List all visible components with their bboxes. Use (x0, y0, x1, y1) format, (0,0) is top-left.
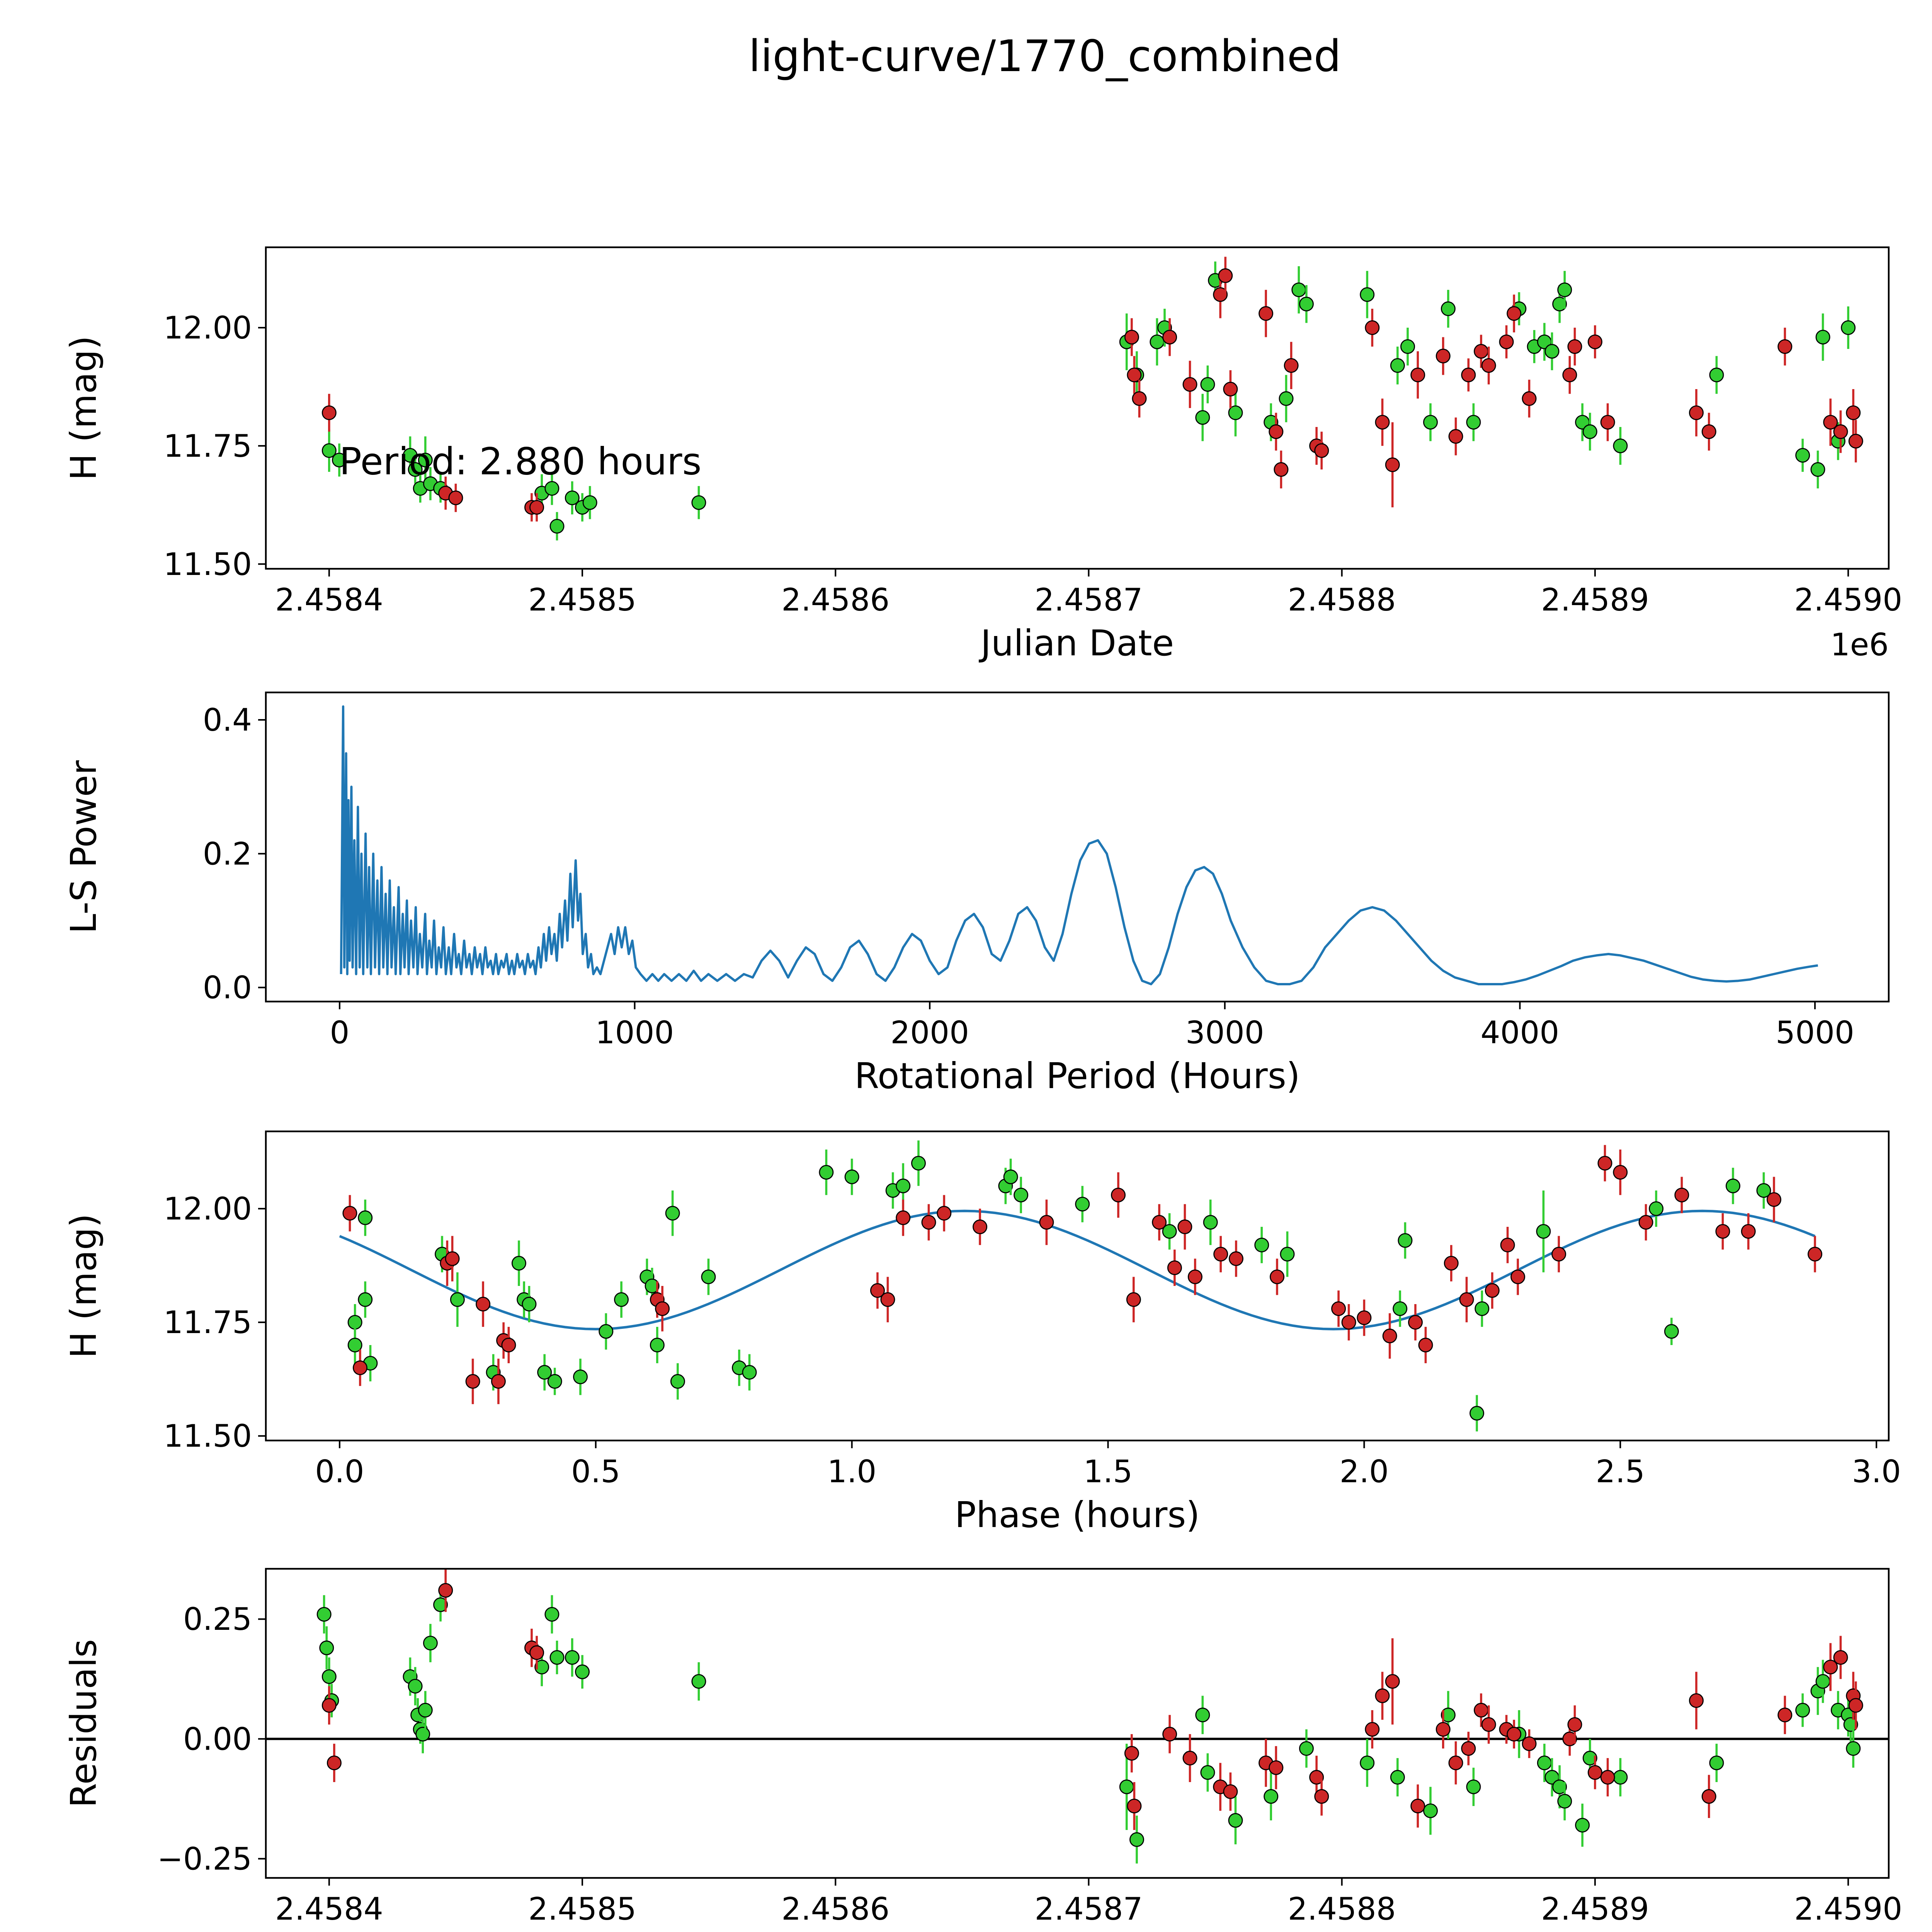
x-tick-label: 1.5 (1083, 1454, 1133, 1490)
x-tick-label: 2.4588 (1288, 1891, 1396, 1927)
sinusoid-fit-curve (339, 1209, 1816, 1330)
y-tick-label: 11.75 (163, 428, 252, 464)
x-tick-label: 2000 (890, 1015, 969, 1051)
x-tick-label: 5000 (1776, 1015, 1854, 1051)
x-axis-label: Julian Date (979, 622, 1174, 664)
axes-frame (265, 1130, 1890, 1442)
panel-residuals: 2.4584 2.4585 2.4586 2.4587 2.4588 2.4589 2.45… (63, 1568, 1902, 1932)
x-tick-label: 4000 (1481, 1015, 1560, 1051)
y-tick-label: 0.00 (183, 1721, 252, 1757)
green-residuals (316, 1588, 1861, 1864)
x-tick-label: 3.0 (1852, 1454, 1901, 1490)
panel-periodogram: 0 1000 2000 3000 4000 5000 0.0 0.2 0.4 Rotational… (63, 691, 1890, 1097)
x-tick-label: 1.0 (827, 1454, 876, 1490)
residuals-plot-area (266, 1569, 1889, 1864)
y-tick-label: −0.25 (157, 1841, 252, 1877)
y-tick-label: 0.0 (203, 970, 252, 1006)
x-tick-label: 2.4589 (1541, 1891, 1649, 1927)
x-tick-label: 2.4589 (1541, 582, 1649, 618)
x-tick-label: 2.4590 (1794, 582, 1902, 618)
y-tick-label: 0.2 (203, 836, 252, 872)
x-tick-label: 2.4585 (528, 1891, 636, 1927)
x-tick-label: 0.5 (571, 1454, 620, 1490)
x-tick-label: 2.4590 (1794, 1891, 1902, 1927)
periodogram-plot-area (340, 705, 1818, 985)
x-axis-label: Phase (hours) (955, 1494, 1200, 1536)
axes-frame (265, 691, 1890, 1003)
axes-frame (265, 1568, 1890, 1879)
x-tick-label: 2.4587 (1035, 1891, 1143, 1927)
y-axis-label: Residuals (63, 1639, 104, 1808)
x-tick-label: 2.4584 (275, 1891, 383, 1927)
x-tick-label: 2.4585 (528, 582, 636, 618)
x-tick-label: 2.5 (1596, 1454, 1645, 1490)
green-phase-points (347, 1140, 1771, 1432)
y-tick-label: 12.00 (163, 310, 252, 346)
x-tick-label: 2.4586 (781, 582, 889, 618)
period-annotation: Period: 2.880 hours (339, 440, 701, 483)
green-observations (321, 261, 1856, 541)
x-tick-label: 2.4588 (1288, 582, 1396, 618)
x-tick-label: 2.4587 (1035, 582, 1143, 618)
x-tick-label: 0 (330, 1015, 349, 1051)
x-tick-label: 2.4586 (781, 1891, 889, 1927)
y-axis-label: H (mag) (63, 1214, 104, 1359)
y-tick-label: 12.00 (163, 1191, 252, 1227)
y-tick-label: 11.50 (163, 546, 252, 582)
panel-phase-folded: 0.0 0.5 1.0 1.5 2.0 2.5 3.0 11.50 11.75 12.00 Phas… (63, 1130, 1901, 1536)
x-tick-label: 0.0 (315, 1454, 364, 1490)
phase-folded-plot-area (339, 1140, 1823, 1432)
x-tick-label: 2.0 (1340, 1454, 1389, 1490)
periodogram-curve (340, 705, 1818, 985)
x-tick-label: 3000 (1185, 1015, 1264, 1051)
x-axis-offset-label: 1e6 (1830, 627, 1889, 663)
y-tick-label: 11.75 (163, 1304, 252, 1340)
axes-frame (265, 246, 1890, 570)
y-tick-label: 0.25 (183, 1601, 252, 1637)
x-axis-label: Rotational Period (Hours) (854, 1055, 1300, 1097)
y-axis-label: H (mag) (63, 336, 104, 481)
y-axis-label: L-S Power (63, 760, 104, 934)
panel-lightcurve: 2.4584 2.4585 2.4586 2.4587 2.4588 2.4589 2.45… (63, 246, 1902, 664)
red-phase-points (342, 1145, 1823, 1404)
red-observations (321, 257, 1863, 522)
light-curve-plot-area (321, 257, 1863, 541)
red-residuals (321, 1569, 1863, 1830)
x-tick-label: 2.4584 (275, 582, 383, 618)
y-tick-label: 0.4 (203, 702, 252, 738)
y-tick-label: 11.50 (163, 1418, 252, 1454)
figure-title: light-curve/1770_combined (748, 31, 1341, 82)
x-tick-label: 1000 (595, 1015, 674, 1051)
